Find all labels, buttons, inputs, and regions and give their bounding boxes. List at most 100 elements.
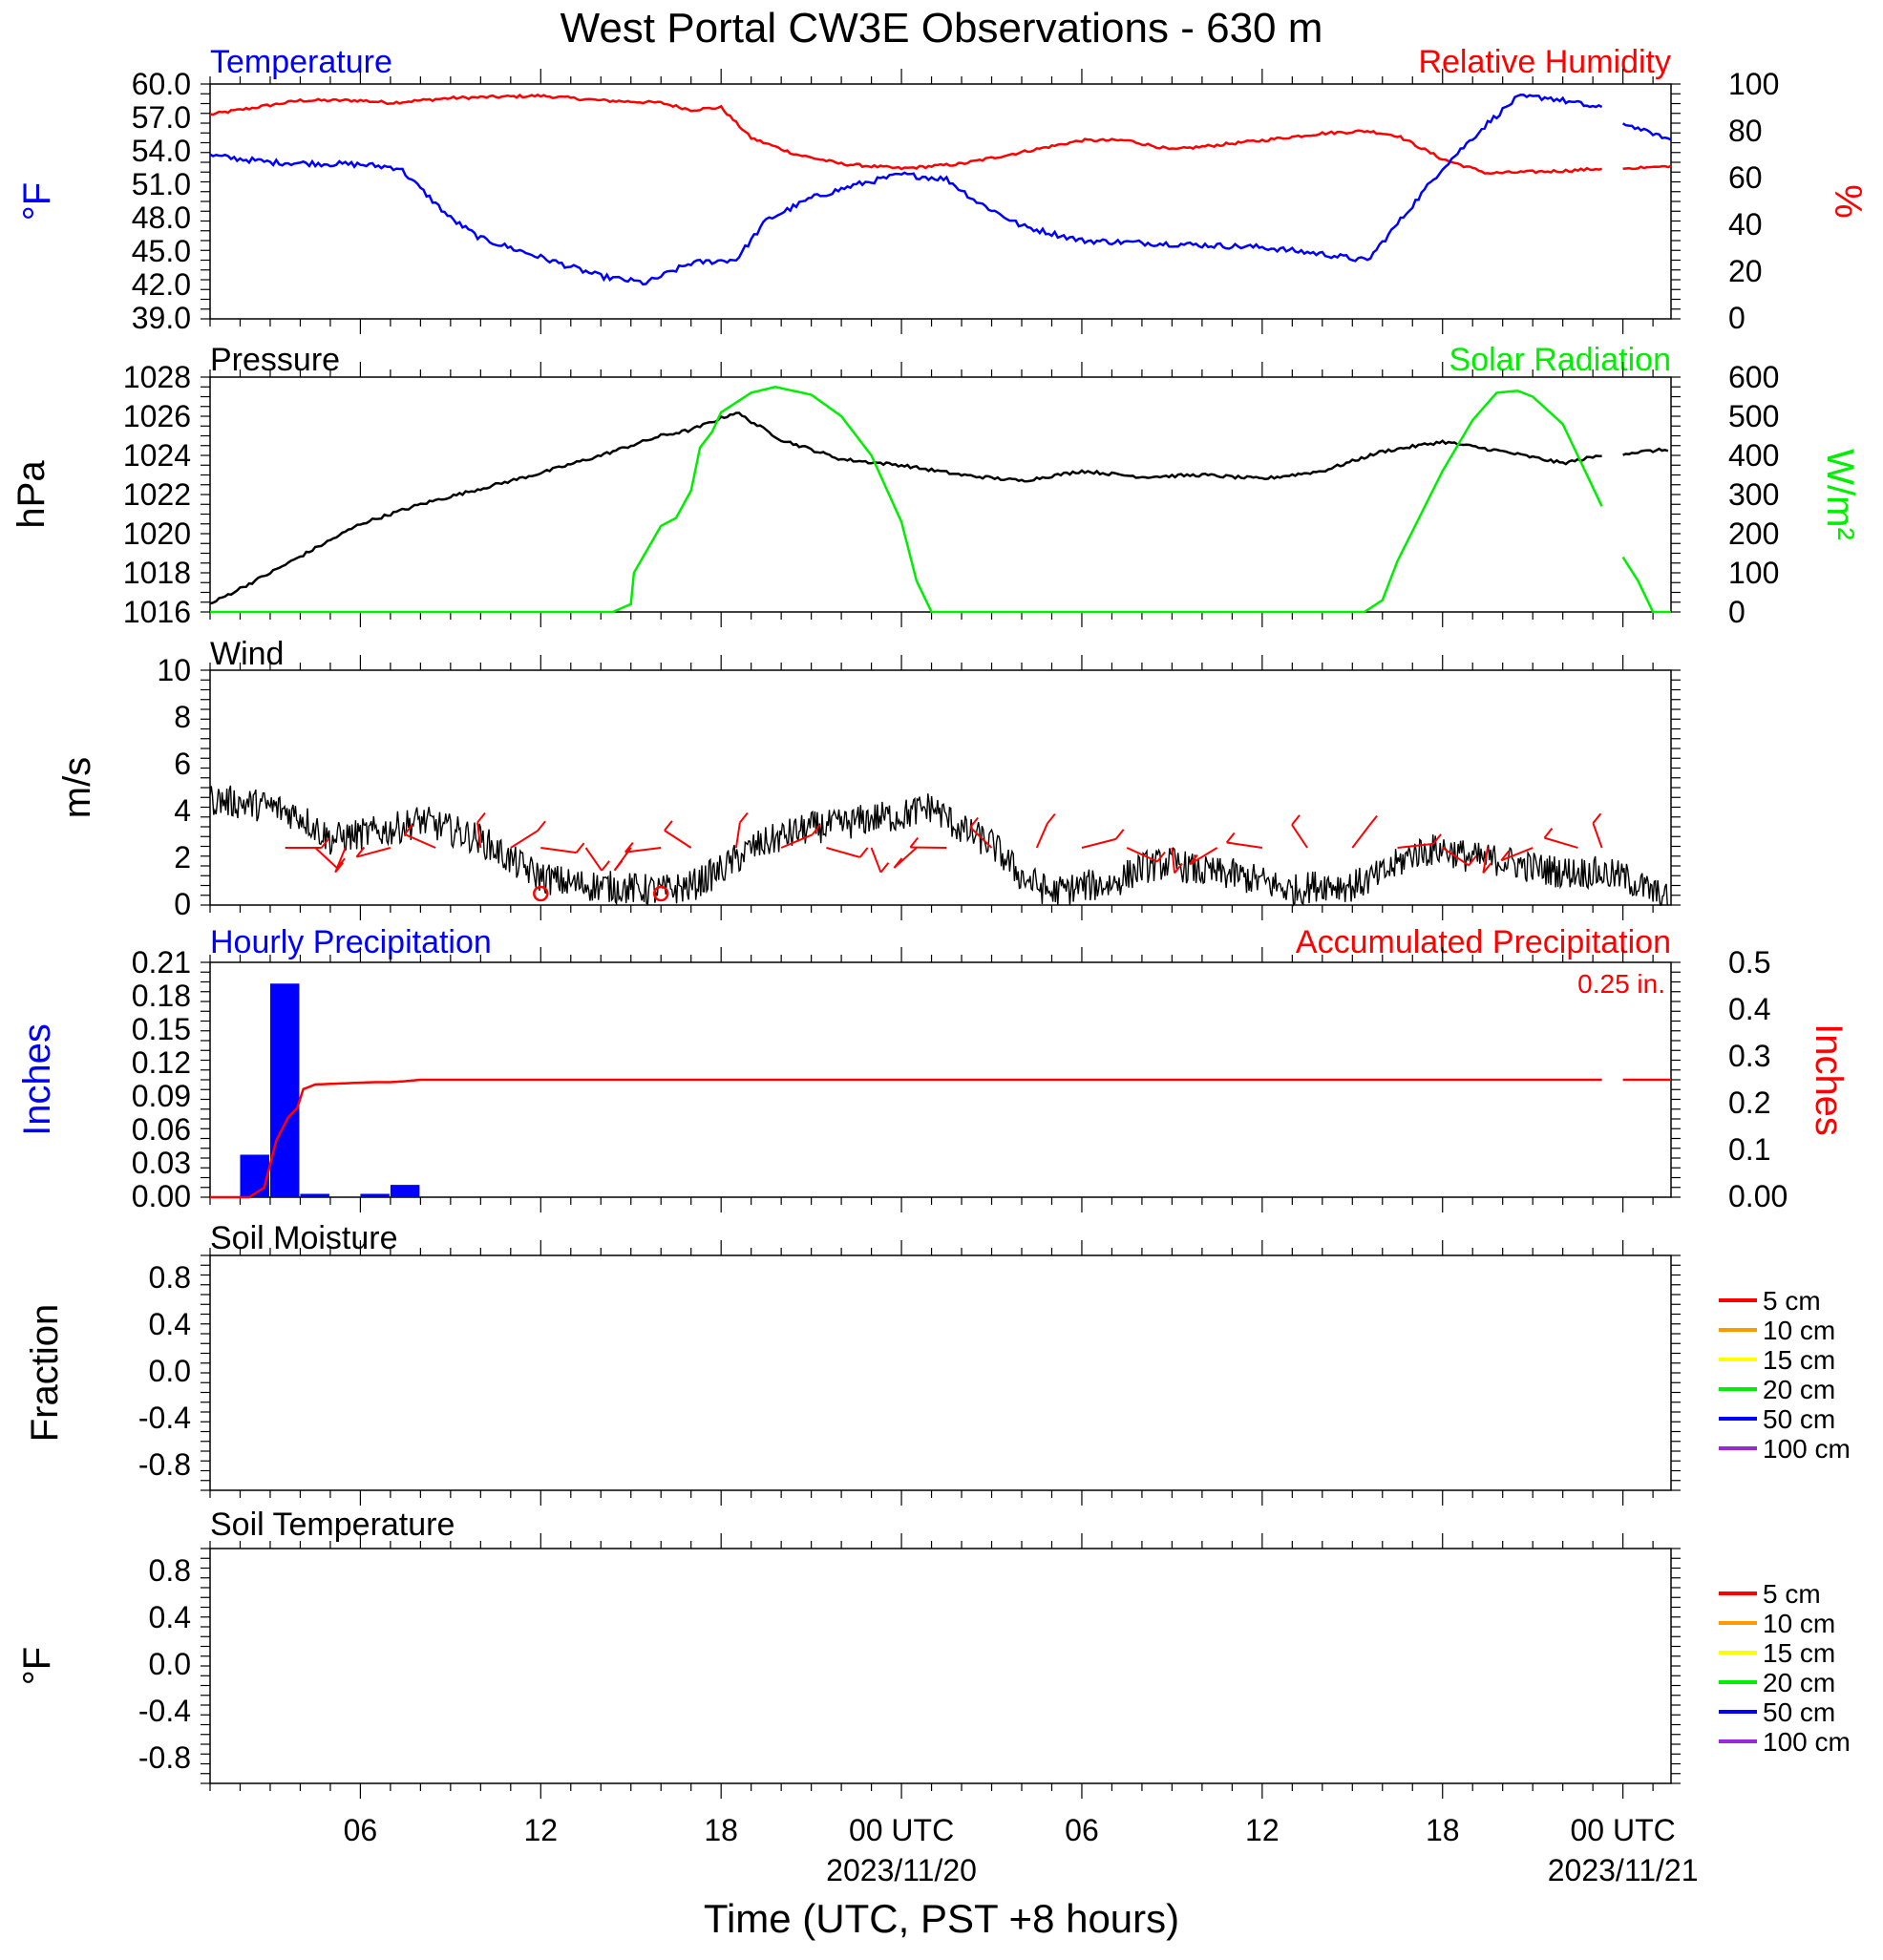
y-tick-label: 0.09 bbox=[132, 1079, 191, 1113]
y-tick-label: 60.0 bbox=[132, 67, 191, 101]
wind-barb-flag bbox=[1592, 812, 1602, 824]
y-tick-label: 0 bbox=[1728, 301, 1745, 335]
wind-barb bbox=[780, 833, 814, 849]
wind-barb-flag bbox=[1225, 832, 1236, 844]
precip-bar bbox=[269, 983, 300, 1197]
panel-pressure-solar: Pressure Solar Radiation hPa W/m² 1028 1… bbox=[11, 342, 1861, 629]
wind-barb-flag bbox=[879, 862, 890, 874]
wind-barb-flag bbox=[1368, 814, 1378, 827]
y-tick-label: 39.0 bbox=[132, 301, 191, 335]
y-tick-label: 8 bbox=[174, 700, 191, 734]
wind-barb-flag bbox=[1500, 850, 1511, 861]
wind-barb bbox=[870, 847, 882, 874]
wind-barb bbox=[1500, 847, 1534, 862]
y-tick-label: 0.4 bbox=[149, 1307, 191, 1341]
legend-label: 20 cm bbox=[1763, 1375, 1835, 1404]
precip-total-label: 0.25 in. bbox=[1577, 969, 1665, 999]
legend-label: 20 cm bbox=[1763, 1668, 1835, 1697]
wind-barb-flag bbox=[624, 841, 634, 854]
wind-barb-flag bbox=[613, 860, 624, 872]
wind-barb bbox=[969, 826, 993, 849]
humidity-line bbox=[1622, 164, 1672, 171]
x-tick-label: 00 UTC bbox=[849, 1813, 954, 1847]
wind-barb bbox=[1592, 822, 1603, 849]
wind-barb-flag bbox=[1156, 851, 1166, 863]
wind-barb bbox=[1482, 847, 1489, 874]
panel-wind: Wind m/s 10 8 6 4 2 0 bbox=[56, 636, 1681, 921]
wind-barb-flag bbox=[537, 820, 546, 832]
soil-temperature-ticks: 0.8 0.4 0.0 -0.4 -0.8 bbox=[138, 1553, 191, 1775]
y-tick-label: 0.06 bbox=[132, 1112, 191, 1147]
y-tick-label: 0.00 bbox=[132, 1179, 191, 1213]
y-tick-label: 1024 bbox=[123, 438, 191, 473]
solar-line bbox=[1621, 556, 1671, 614]
panel-frame bbox=[209, 83, 1672, 320]
y-tick-label: 600 bbox=[1728, 360, 1779, 394]
wind-barb-flag bbox=[858, 847, 869, 858]
x-tick-label: 00 UTC bbox=[1571, 1813, 1676, 1847]
wind-barb bbox=[734, 822, 741, 849]
wind-title: Wind bbox=[210, 636, 284, 672]
hourly-precip-ticks: 0.21 0.18 0.15 0.12 0.09 0.06 0.03 0.00 bbox=[132, 945, 191, 1213]
x-tick-label: 18 bbox=[704, 1813, 738, 1847]
y-tick-label: 2 bbox=[174, 840, 191, 875]
wind-barb bbox=[476, 822, 482, 849]
accumulated-precip-unit: Inches bbox=[1808, 1023, 1850, 1136]
y-tick-label: 400 bbox=[1728, 438, 1779, 473]
y-tick-label: 0.2 bbox=[1728, 1085, 1770, 1120]
soil-temperature-title: Soil Temperature bbox=[210, 1507, 455, 1543]
x-tick-label: 06 bbox=[1065, 1813, 1099, 1847]
y-tick-label: 0.15 bbox=[132, 1012, 191, 1046]
y-tick-label: -0.4 bbox=[138, 1694, 191, 1728]
wind-barb bbox=[1397, 842, 1434, 849]
y-tick-label: 0.5 bbox=[1728, 945, 1770, 980]
wind-barb-flag bbox=[1543, 827, 1554, 839]
y-tick-label: 0.3 bbox=[1728, 1039, 1770, 1073]
panel-temperature-humidity: Temperature Relative Humidity °F % 60.0 … bbox=[16, 44, 1869, 335]
y-tick-label: 4 bbox=[174, 793, 191, 828]
wind-barb bbox=[1035, 823, 1048, 849]
temperature-line bbox=[1621, 122, 1672, 141]
y-tick-label: 300 bbox=[1728, 477, 1779, 512]
panel-frame bbox=[209, 1254, 1672, 1491]
x-date-label: 2023/11/20 bbox=[826, 1853, 977, 1887]
y-tick-label: 60 bbox=[1728, 160, 1763, 195]
y-tick-label: 200 bbox=[1728, 516, 1779, 551]
accumulated-precip-ticks: 0.5 0.4 0.3 0.2 0.1 0.00 bbox=[1728, 945, 1788, 1213]
pressure-title: Pressure bbox=[210, 342, 340, 378]
wind-barb bbox=[664, 830, 692, 849]
wind-ticks: 10 8 6 4 2 0 bbox=[157, 653, 191, 921]
ticks-layer bbox=[201, 1533, 1681, 1799]
y-tick-label: 0.4 bbox=[149, 1600, 191, 1634]
legend-label: 100 cm bbox=[1763, 1434, 1851, 1464]
calm-wind-marker bbox=[533, 885, 549, 902]
y-tick-label: 1022 bbox=[123, 477, 191, 512]
hourly-precip-unit: Inches bbox=[16, 1023, 58, 1136]
wind-barb bbox=[510, 830, 539, 849]
panel-frame bbox=[209, 376, 1672, 613]
humidity-title: Relative Humidity bbox=[1418, 44, 1671, 80]
wind-barb bbox=[1226, 841, 1262, 849]
y-tick-label: 1018 bbox=[123, 556, 191, 590]
wind-barb-flag bbox=[1189, 854, 1198, 866]
panel-precipitation: Hourly Precipitation Accumulated Precipi… bbox=[16, 924, 1850, 1213]
accumulated-precip-title: Accumulated Precipitation bbox=[1296, 924, 1671, 960]
pressure-unit: hPa bbox=[11, 460, 53, 529]
x-tick-label: 12 bbox=[523, 1813, 558, 1847]
ticks-layer bbox=[201, 1240, 1681, 1506]
x-tick-label: 18 bbox=[1426, 1813, 1460, 1847]
legend-label: 10 cm bbox=[1763, 1609, 1835, 1638]
series-layer bbox=[209, 93, 1672, 286]
wind-barb bbox=[356, 847, 391, 858]
legend-label: 15 cm bbox=[1763, 1638, 1835, 1668]
y-tick-label: 10 bbox=[157, 653, 191, 687]
wind-barb-flag bbox=[893, 857, 903, 869]
pressure-line bbox=[1622, 447, 1669, 456]
soil-moisture-legend: 5 cm 10 cm 15 cm 20 cm 50 cm 100 cm bbox=[1719, 1286, 1851, 1464]
y-tick-label: 45.0 bbox=[132, 234, 191, 268]
x-date-label: 2023/11/21 bbox=[1548, 1853, 1699, 1887]
solar-ticks: 600 500 400 300 200 100 0 bbox=[1728, 360, 1779, 629]
precip-bar bbox=[360, 1193, 390, 1197]
pressure-line bbox=[209, 411, 1602, 605]
y-tick-label: 1026 bbox=[123, 399, 191, 433]
